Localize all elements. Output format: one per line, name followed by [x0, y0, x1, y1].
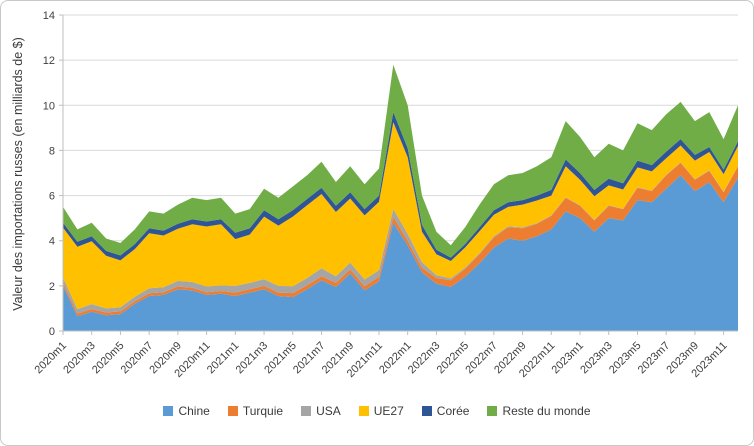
- area-series-chine: [63, 175, 738, 331]
- legend-item-usa: USA: [301, 404, 341, 418]
- legend-label: Chine: [178, 404, 210, 418]
- legend-label: Reste du monde: [502, 404, 591, 418]
- area-series-turquie: [63, 162, 738, 317]
- legend-swatch-icon: [421, 406, 432, 416]
- legend-swatch-icon: [227, 406, 238, 416]
- y-tick-label: 0: [49, 326, 55, 338]
- stacked-area-chart: 024681012142020m12020m32020m52020m72020m…: [33, 10, 738, 380]
- y-tick-label: 12: [43, 55, 55, 67]
- y-tick-label: 2: [49, 281, 55, 293]
- y-tick-label: 8: [49, 145, 55, 157]
- legend-label: Corée: [436, 404, 470, 418]
- legend-swatch-icon: [358, 406, 369, 416]
- legend-item-turquie: Turquie: [227, 404, 284, 418]
- legend-swatch-icon: [301, 406, 312, 416]
- y-tick-label: 14: [43, 10, 55, 22]
- legend-item-ue27: UE27: [358, 404, 404, 418]
- legend-item-cor-e: Corée: [421, 404, 470, 418]
- y-tick-label: 6: [49, 191, 55, 203]
- area-series-reste-du-monde: [63, 64, 738, 258]
- area-series-ue27: [63, 122, 738, 310]
- area-series-cor-e: [63, 112, 738, 261]
- legend-label: Turquie: [242, 404, 284, 418]
- legend-swatch-icon: [487, 406, 498, 416]
- legend-item-reste-du-monde: Reste du monde: [487, 404, 591, 418]
- legend-swatch-icon: [163, 406, 174, 416]
- chart-legend: Chine Turquie USA UE27 Corée Reste du monde: [1, 404, 753, 418]
- legend-label: USA: [316, 404, 341, 418]
- legend-label: UE27: [373, 404, 404, 418]
- legend-item-chine: Chine: [163, 404, 210, 418]
- y-tick-label: 4: [49, 236, 55, 248]
- y-tick-label: 10: [43, 100, 55, 112]
